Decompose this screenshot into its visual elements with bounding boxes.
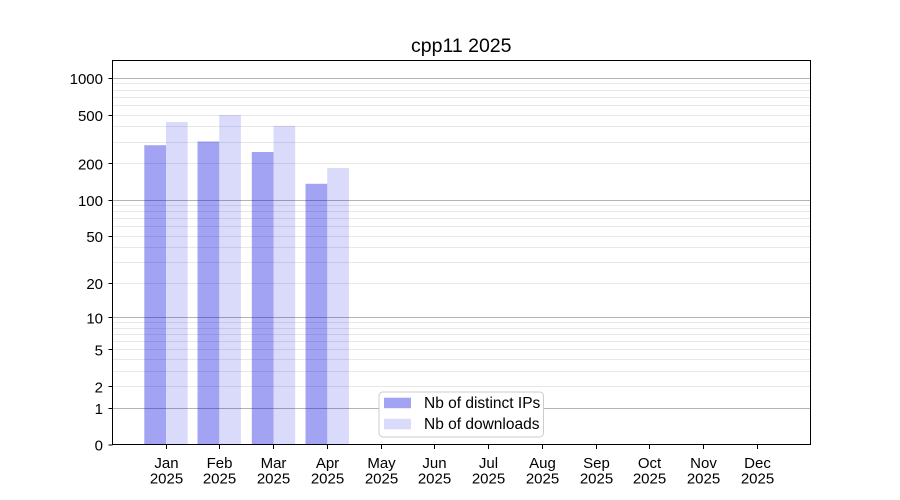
svg-text:50: 50 <box>86 229 103 246</box>
svg-text:Apr: Apr <box>316 455 339 472</box>
svg-text:2025: 2025 <box>311 471 344 488</box>
svg-text:200: 200 <box>78 156 103 173</box>
svg-text:2025: 2025 <box>472 471 505 488</box>
svg-text:Feb: Feb <box>207 455 233 472</box>
svg-text:2025: 2025 <box>203 471 236 488</box>
svg-text:2025: 2025 <box>580 471 613 488</box>
svg-text:Jul: Jul <box>479 455 498 472</box>
svg-text:1: 1 <box>95 401 103 418</box>
svg-text:10: 10 <box>86 310 103 327</box>
svg-text:2025: 2025 <box>418 471 451 488</box>
svg-text:2025: 2025 <box>633 471 666 488</box>
svg-text:Dec: Dec <box>744 455 771 472</box>
svg-text:2: 2 <box>95 379 103 396</box>
svg-text:Nb of distinct IPs: Nb of distinct IPs <box>424 395 541 412</box>
svg-text:May: May <box>367 455 396 472</box>
svg-text:2025: 2025 <box>526 471 559 488</box>
svg-text:100: 100 <box>78 193 103 210</box>
svg-text:500: 500 <box>78 108 103 125</box>
svg-text:Jan: Jan <box>154 455 178 472</box>
svg-text:Nov: Nov <box>690 455 717 472</box>
svg-text:Oct: Oct <box>638 455 662 472</box>
svg-text:2025: 2025 <box>150 471 183 488</box>
svg-text:Jun: Jun <box>422 455 446 472</box>
svg-text:2025: 2025 <box>257 471 290 488</box>
svg-text:2025: 2025 <box>365 471 398 488</box>
svg-text:Mar: Mar <box>261 455 287 472</box>
svg-text:20: 20 <box>86 276 103 293</box>
svg-text:Aug: Aug <box>529 455 556 472</box>
svg-text:0: 0 <box>95 438 103 455</box>
svg-text:Sep: Sep <box>583 455 610 472</box>
svg-text:2025: 2025 <box>741 471 774 488</box>
svg-text:2025: 2025 <box>687 471 720 488</box>
svg-text:1000: 1000 <box>70 71 103 88</box>
svg-text:5: 5 <box>95 343 103 360</box>
svg-text:Nb of downloads: Nb of downloads <box>424 416 540 433</box>
svg-text:cpp11 2025: cpp11 2025 <box>411 35 512 57</box>
